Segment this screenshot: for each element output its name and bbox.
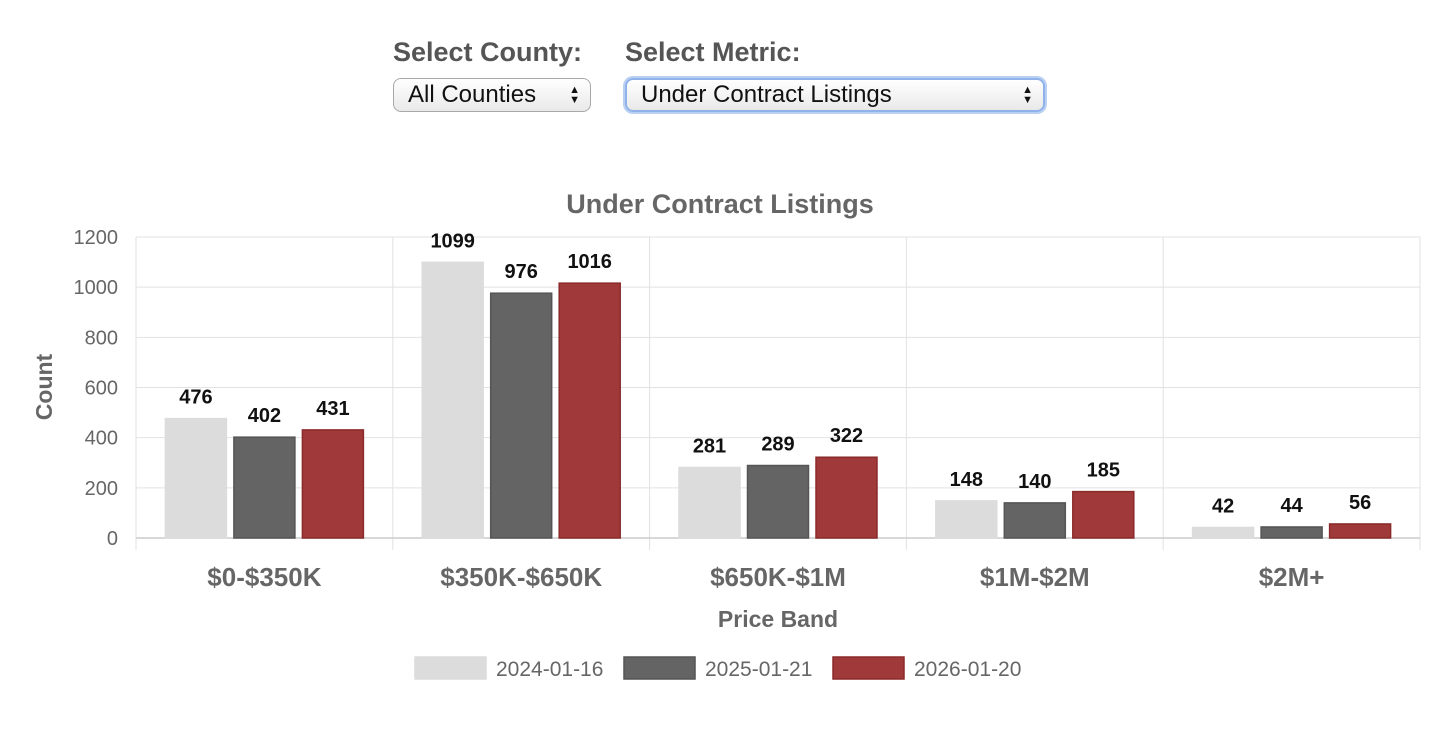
bar xyxy=(678,466,741,539)
x-tick-label: $350K-$650K xyxy=(440,562,602,592)
bar-value-label: 42 xyxy=(1212,495,1234,517)
bar-value-label: 56 xyxy=(1349,492,1371,514)
y-axis-title: Count xyxy=(31,353,57,420)
bar xyxy=(1003,502,1067,539)
bar xyxy=(1260,526,1323,539)
bar-value-label: 289 xyxy=(761,434,794,456)
controls-bar: Select County: All Counties ▲ ▼ Select Me… xyxy=(393,36,1045,112)
county-select-value: All Counties xyxy=(408,81,537,108)
legend-label: 2024-01-16 xyxy=(496,658,603,681)
select-arrows-icon: ▲ ▼ xyxy=(1022,84,1033,106)
x-tick-label: $2M+ xyxy=(1259,562,1325,592)
legend-swatch xyxy=(832,656,905,680)
chart-title: Under Contract Listings xyxy=(566,189,874,219)
county-control: Select County: All Counties ▲ ▼ xyxy=(393,36,591,112)
y-tick-label: 400 xyxy=(85,428,118,450)
bar xyxy=(421,261,484,539)
bar xyxy=(164,417,228,539)
bar-value-label: 185 xyxy=(1087,460,1120,482)
x-tick-label: $0-$350K xyxy=(207,562,321,592)
metric-select[interactable]: Under Contract Listings ▲ ▼ xyxy=(625,78,1045,112)
bar xyxy=(935,500,998,539)
metric-select-value: Under Contract Listings xyxy=(641,81,892,108)
bar-value-label: 431 xyxy=(316,398,349,420)
bar-value-label: 476 xyxy=(179,387,212,409)
y-tick-label: 1000 xyxy=(74,277,119,299)
legend-swatch xyxy=(623,656,696,680)
bar-value-label: 148 xyxy=(950,469,983,491)
bar-value-label: 322 xyxy=(830,425,863,447)
bar-value-label: 1016 xyxy=(567,251,612,273)
bar xyxy=(1072,490,1135,539)
y-tick-label: 0 xyxy=(107,528,118,550)
metric-label: Select Metric: xyxy=(625,37,801,67)
y-tick-label: 200 xyxy=(85,478,118,500)
bar-value-label: 44 xyxy=(1280,495,1303,517)
x-tick-label: $1M-$2M xyxy=(980,562,1090,592)
y-tick-label: 600 xyxy=(85,378,118,400)
bar xyxy=(233,436,296,539)
bar xyxy=(815,456,878,539)
bar-value-label: 140 xyxy=(1018,471,1051,493)
metric-control: Select Metric: Under Contract Listings ▲… xyxy=(625,36,1045,112)
bar-value-label: 281 xyxy=(693,436,726,458)
bar-value-label: 976 xyxy=(505,261,538,283)
y-tick-label: 800 xyxy=(85,327,118,349)
bar xyxy=(489,292,553,539)
bar xyxy=(301,429,365,539)
y-tick-label: 1200 xyxy=(74,227,119,249)
legend-label: 2026-01-20 xyxy=(914,658,1021,681)
bar xyxy=(558,282,621,539)
bar-value-label: 1099 xyxy=(430,230,475,252)
legend-label: 2025-01-21 xyxy=(705,658,812,681)
x-axis-title: Price Band xyxy=(718,606,838,632)
bar xyxy=(1191,526,1255,539)
county-label: Select County: xyxy=(393,37,583,67)
county-select[interactable]: All Counties ▲ ▼ xyxy=(393,78,591,112)
bar-value-label: 402 xyxy=(248,405,281,427)
legend-swatch xyxy=(414,656,487,680)
bar xyxy=(1328,523,1392,539)
bar xyxy=(746,464,810,539)
x-tick-label: $650K-$1M xyxy=(710,562,846,592)
select-arrows-icon: ▲ ▼ xyxy=(569,84,580,106)
